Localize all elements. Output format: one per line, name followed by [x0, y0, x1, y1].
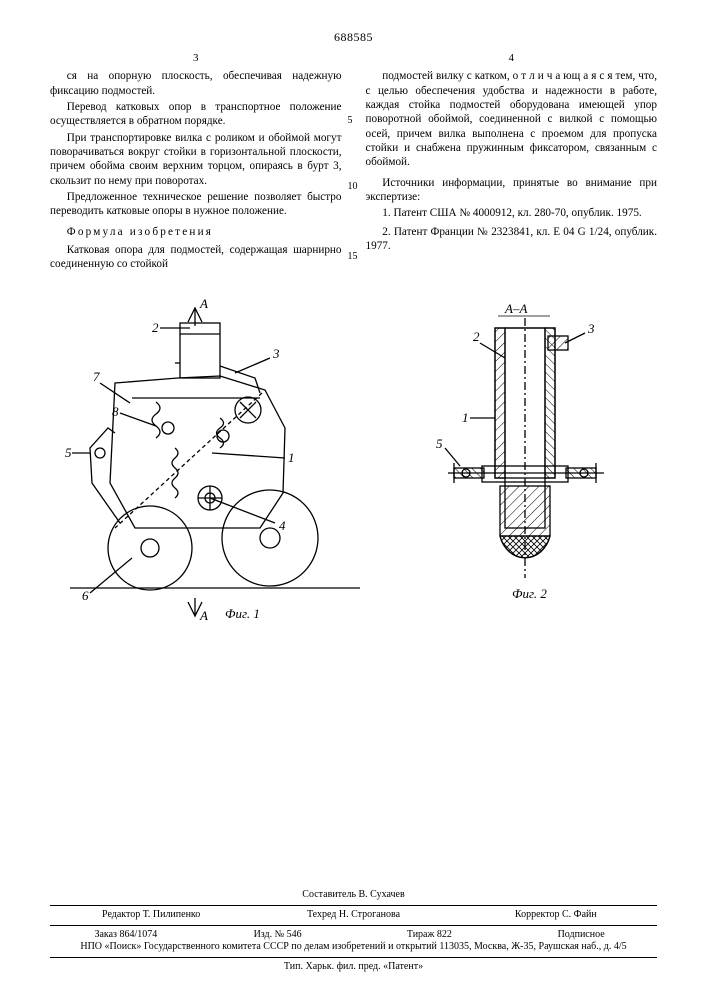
fig1-label-1: 1 [288, 450, 295, 465]
subscription: Подписное [505, 929, 657, 942]
editor: Редактор Т. Пилипенко [50, 909, 252, 922]
right-column-number: 4 [366, 51, 658, 65]
source-1: 1. Патент США № 4000912, кл. 280-70, опу… [366, 206, 658, 220]
left-column-number: 3 [50, 51, 342, 65]
izd-num: Изд. № 546 [202, 929, 354, 942]
compiler-line: Составитель В. Сухачев [50, 889, 657, 902]
tirazh: Тираж 822 [354, 929, 506, 942]
corrector: Корректор С. Файн [455, 909, 657, 922]
fig2-label-5: 5 [436, 436, 443, 451]
para-l3: При транспортировке вилка с роликом и об… [50, 131, 342, 188]
order-num: Заказ 864/1074 [50, 929, 202, 942]
fig1-label-8: 8 [112, 404, 119, 419]
fig2-section: А–А [504, 301, 527, 316]
para-l1: ся на опорную плоскость, обеспечивая на­… [50, 69, 342, 98]
fig1-label-5: 5 [65, 445, 72, 460]
fig2-label-3: 3 [587, 321, 595, 336]
fig1-section-top: А [199, 298, 208, 311]
para-r1: подмостей вилку с катком, о т л и ч а ю­… [366, 69, 658, 169]
left-column: 3 ся на опорную плоскость, обеспечивая н… [50, 51, 342, 273]
para-l5: Катковая опора для подмостей, содер­жаща… [50, 243, 342, 272]
fig2-caption: Фиг. 2 [512, 586, 547, 601]
figures-area: 2 3 7 8 5 1 4 6 А А Фиг. 1 [50, 288, 657, 648]
sources-title: Источники информации, принятые во вниман… [366, 176, 658, 205]
organization: НПО «Поиск» Государственного комитета СС… [50, 941, 657, 954]
fig1-section-bot: А [199, 608, 208, 623]
figure-1: 2 3 7 8 5 1 4 6 А А Фиг. 1 [60, 298, 380, 628]
fig1-label-3: 3 [272, 346, 280, 361]
right-column: 4 подмостей вилку с катком, о т л и ч а … [366, 51, 658, 273]
source-2: 2. Патент Франции № 2323841, кл. E 04 G … [366, 225, 658, 254]
fig1-label-6: 6 [82, 588, 89, 603]
para-l4: Предложенное техническое решение поз­вол… [50, 190, 342, 219]
fig1-caption: Фиг. 1 [225, 606, 260, 621]
fig2-label-2: 2 [473, 329, 480, 344]
line-number-10: 10 [348, 181, 358, 194]
techred: Техред Н. Строганова [252, 909, 454, 922]
fig1-label-7: 7 [93, 369, 100, 384]
fig1-label-4: 4 [279, 518, 286, 533]
imprint-footer: Составитель В. Сухачев Редактор Т. Пилип… [50, 889, 657, 974]
line-number-5: 5 [348, 115, 353, 128]
text-columns: 5 10 15 3 ся на опорную плоскость, обесп… [50, 51, 657, 273]
printer: Тип. Харьк. фил. пред. «Патент» [50, 961, 657, 974]
formula-title: Формула изобретения [50, 225, 342, 239]
figure-2: А–А 2 3 1 5 Фиг. 2 [420, 298, 640, 628]
para-l2: Перевод катковых опор в транспортное пол… [50, 100, 342, 129]
fig2-label-1: 1 [462, 410, 469, 425]
fig1-label-2: 2 [152, 320, 159, 335]
line-number-15: 15 [348, 251, 358, 264]
document-number: 688585 [50, 30, 657, 45]
